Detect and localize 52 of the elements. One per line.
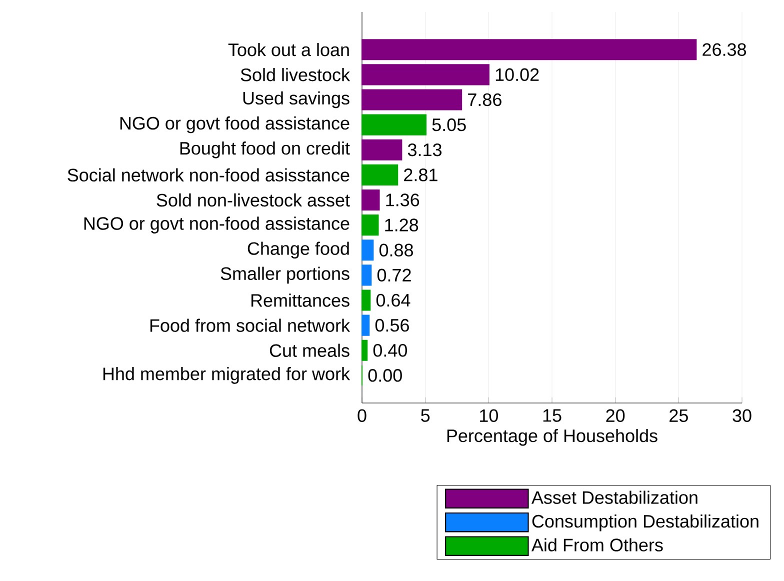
y-tick-label: Took out a loan [228, 42, 349, 56]
bar [361, 139, 402, 160]
data-label: 0.40 [373, 344, 407, 357]
x-tick-label: 5 [421, 409, 430, 422]
y-tick-label: Smaller portions [220, 266, 350, 284]
legend-label: Consumption Destabilization [532, 514, 758, 532]
bar [361, 64, 490, 86]
data-label: 0.64 [376, 294, 410, 307]
data-label: 0.00 [368, 369, 402, 382]
legend-label: Aid From Others [531, 538, 663, 552]
y-tick-label: NGO or govt non-food assistance [84, 216, 350, 234]
y-tick-label: Social network non-food asisstance [68, 168, 350, 182]
x-tick-label: 30 [732, 409, 752, 422]
bar [361, 189, 380, 211]
data-label: 1.36 [386, 194, 420, 206]
bar [361, 240, 374, 261]
y-tick-label: Food from social network [150, 318, 350, 332]
data-label: 0.72 [377, 268, 411, 282]
bar [361, 214, 379, 236]
data-label: 26.38 [702, 43, 746, 56]
data-label: 3.13 [408, 143, 442, 156]
y-tick-label: Cut meals [270, 344, 350, 357]
y-tick-label: Remittances [251, 294, 350, 307]
data-label: 7.86 [468, 93, 502, 106]
x-tick-label: 10 [480, 409, 498, 422]
bar [361, 290, 371, 311]
bar [361, 264, 372, 286]
x-tick-label: 15 [543, 409, 562, 422]
bar [361, 164, 398, 186]
bar [361, 89, 462, 110]
bar [361, 340, 368, 361]
x-tick-label: 20 [606, 409, 625, 422]
bar [361, 314, 370, 336]
data-label: 0.88 [379, 244, 413, 256]
legend-label: Asset Destabilization [531, 490, 698, 504]
y-tick-label: Sold non-livestock asset [156, 193, 350, 207]
x-axis-title: Percentage of Households [447, 428, 658, 446]
data-label: 5.05 [432, 118, 466, 132]
data-label: 10.02 [496, 68, 539, 82]
x-tick-label: 25 [670, 409, 688, 422]
y-tick-label: NGO or govt food assistance [120, 116, 350, 134]
data-label: 0.56 [375, 318, 409, 332]
y-tick-label: Sold livestock [240, 68, 350, 82]
y-tick-label: Used savings [243, 91, 350, 108]
data-label: 2.81 [404, 168, 438, 182]
y-tick-label: Hhd member migrated for work [103, 367, 350, 384]
data-label: 1.28 [385, 218, 418, 232]
bar [361, 114, 427, 136]
y-tick-label: Change food [248, 242, 349, 259]
bar [361, 39, 697, 60]
x-tick-label: 0 [358, 409, 366, 422]
y-tick-label: Bought food on credit [180, 141, 350, 158]
